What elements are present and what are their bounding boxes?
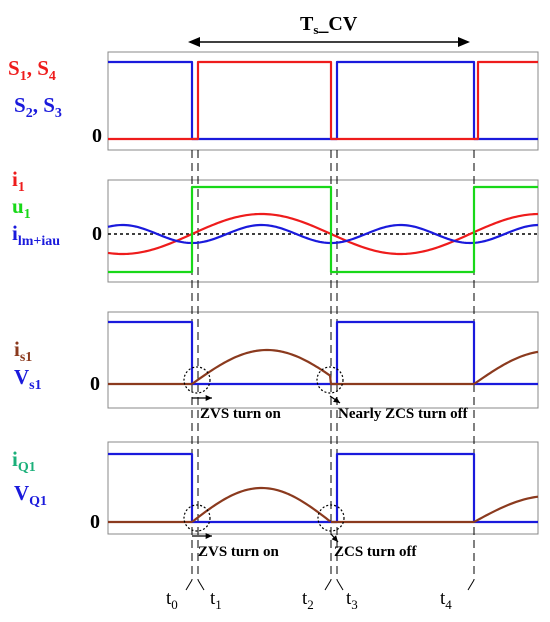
panel-frame-2 — [107, 179, 539, 283]
ilm-iau-trace — [107, 223, 539, 245]
circle-nearly-zcs — [316, 366, 344, 394]
time-tick-1 — [197, 579, 205, 591]
time-tick-2 — [324, 579, 332, 591]
is1-trace-hump — [191, 348, 331, 385]
time-labels: t0 t1 t2 t3 t4 — [166, 588, 452, 612]
circle-zcs — [317, 504, 345, 532]
waveforms — [107, 60, 539, 524]
time-label-t4: t4 — [440, 588, 452, 612]
time-tick-4 — [467, 579, 475, 591]
arrow-nearly-zcs-head — [333, 396, 340, 403]
gate-s1-s4-trace — [108, 60, 538, 141]
period-arrow-left-head — [188, 37, 200, 47]
panel-frame-1 — [107, 51, 539, 151]
is1-trace-hump-2 — [473, 350, 539, 385]
time-label-t3: t3 — [346, 588, 358, 612]
label-vs1: Vs1 — [14, 365, 42, 393]
panel-frames — [107, 51, 539, 535]
gate-s2-s3-trace — [108, 60, 538, 141]
annotation-marks — [183, 366, 345, 543]
is1-trace-flat-2 — [328, 375, 474, 386]
period-arrow-right-head — [458, 37, 470, 47]
label-is1: is1 — [14, 337, 32, 365]
label-ilm-iau: ilm+iau — [12, 221, 60, 249]
iq1-trace-hump — [191, 486, 331, 523]
panel-4-labels: iQ1 VQ1 0 ZVS turn on ZCS turn off — [12, 447, 418, 560]
circle-zvs-2 — [183, 504, 211, 532]
label-iq1: iQ1 — [12, 447, 36, 475]
arrow-zvs-1-head — [205, 395, 212, 401]
label-i1: i1 — [12, 167, 25, 195]
circle-zvs-1 — [183, 366, 211, 394]
zero-label-2: 0 — [92, 223, 102, 245]
panel-frame-4 — [107, 441, 539, 535]
panel-2-labels: i1 u1 ilm+iau 0 — [12, 167, 102, 249]
time-tick-3 — [336, 579, 344, 591]
zero-label-4: 0 — [90, 511, 100, 533]
u1-trace — [108, 185, 538, 274]
annotation-nearly-zcs-turn-off: Nearly ZCS turn off — [338, 406, 469, 422]
annotation-zvs-turn-on-2: ZVS turn on — [198, 544, 280, 560]
annotation-zvs-turn-on-1: ZVS turn on — [200, 406, 282, 422]
time-tick-0 — [185, 579, 193, 591]
label-vq1: VQ1 — [14, 481, 47, 509]
panel-3-labels: is1 Vs1 0 ZVS turn on Nearly ZCS turn of… — [14, 337, 469, 422]
i1-trace — [107, 212, 539, 256]
arrow-zcs-head — [331, 535, 338, 542]
zero-label-3: 0 — [90, 373, 100, 395]
arrow-zvs-2-head — [205, 533, 212, 539]
zero-label-1: 0 — [92, 125, 102, 147]
panel-frame-3 — [107, 311, 539, 409]
annotation-zcs-turn-off: ZCS turn off — [334, 544, 418, 560]
time-label-t2: t2 — [302, 588, 314, 612]
label-s2-s3: S2, S3 — [14, 93, 62, 121]
vq1-trace — [108, 452, 538, 524]
period-indicator: Ts_CV — [188, 13, 470, 47]
vs1-trace — [108, 320, 538, 386]
iq1-trace-hump-2 — [473, 495, 539, 523]
time-label-t1: t1 — [210, 588, 222, 612]
label-u1: u1 — [12, 194, 31, 222]
panel-1-labels: S1, S4 S2, S3 0 — [8, 56, 102, 147]
time-label-t0: t0 — [166, 588, 178, 612]
label-s1-s4: S1, S4 — [8, 56, 56, 84]
period-title: Ts_CV — [300, 13, 358, 37]
